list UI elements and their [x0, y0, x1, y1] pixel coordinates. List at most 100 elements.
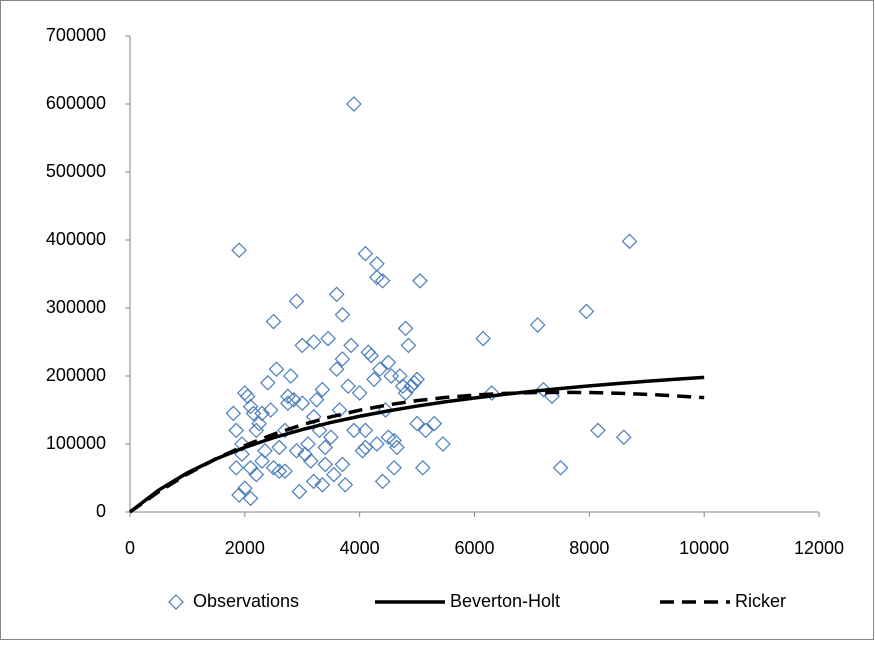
data-point [280, 395, 296, 412]
data-point [248, 466, 265, 483]
data-point [225, 405, 242, 422]
legend-label: Ricker [735, 591, 786, 611]
data-point [297, 446, 313, 463]
data-point [328, 361, 345, 378]
data-point [409, 415, 425, 432]
data-point [435, 436, 451, 452]
y-tick-label: 100000 [46, 433, 106, 453]
data-point [305, 473, 322, 490]
data-point [334, 351, 351, 367]
x-tick-label: 8000 [569, 538, 609, 558]
data-point [234, 436, 250, 452]
data-point [374, 473, 391, 490]
data-point [305, 334, 322, 350]
data-point [257, 442, 273, 459]
data-point [621, 233, 638, 250]
data-point [242, 459, 259, 476]
y-tick-label: 500000 [46, 161, 106, 181]
data-point [380, 429, 397, 446]
data-point [535, 381, 552, 398]
data-point [412, 272, 428, 289]
x-tick-label: 6000 [454, 538, 494, 558]
data-point [285, 391, 302, 408]
data-point [371, 361, 388, 378]
data-point [340, 378, 357, 395]
data-point [320, 330, 336, 347]
data-point [529, 317, 546, 333]
x-tick-label: 10000 [679, 538, 729, 558]
data-point [228, 422, 245, 439]
data-point [346, 96, 362, 112]
data-point [239, 388, 256, 405]
data-point [354, 442, 371, 459]
data-point [328, 286, 345, 303]
x-tick-label: 2000 [225, 538, 265, 558]
y-tick-label: 400000 [46, 229, 106, 249]
data-point [363, 347, 379, 364]
data-point [343, 337, 359, 354]
data-point [265, 313, 282, 330]
data-point [406, 374, 423, 391]
legend-label: Observations [193, 591, 299, 611]
data-point [366, 371, 382, 388]
data-point [314, 476, 331, 493]
data-point [400, 337, 417, 354]
data-point [357, 439, 374, 456]
data-point [483, 385, 500, 401]
data-point [369, 436, 385, 452]
y-tick-label: 700000 [46, 25, 106, 45]
data-point [300, 436, 316, 452]
data-point [325, 466, 342, 483]
data-point [291, 483, 308, 500]
data-point [351, 385, 368, 401]
data-point [337, 476, 354, 493]
data-point [236, 480, 253, 497]
data-point [590, 422, 606, 439]
data-point [386, 459, 402, 476]
data-point [303, 453, 319, 469]
data-point [357, 422, 374, 439]
legend-marker [168, 594, 184, 610]
data-point [254, 453, 270, 469]
y-tick-label: 600000 [46, 93, 106, 113]
data-point [475, 330, 491, 347]
data-point [578, 303, 595, 320]
data-point [305, 408, 322, 425]
data-point [231, 487, 247, 503]
data-point [251, 415, 268, 432]
data-point [271, 439, 288, 456]
data-point [403, 378, 420, 395]
data-point [374, 272, 391, 289]
data-point [228, 459, 245, 476]
data-point [308, 391, 325, 408]
legend-label: Beverton-Holt [450, 591, 560, 611]
data-point [346, 422, 362, 439]
data-point [294, 337, 311, 354]
data-point [389, 439, 405, 456]
line [128, 390, 705, 514]
data-point [317, 439, 334, 456]
data-point [397, 385, 414, 401]
data-point [334, 456, 351, 473]
data-point [323, 429, 339, 446]
data-point [294, 395, 311, 412]
data-point [268, 361, 285, 378]
x-tick-label: 4000 [340, 538, 380, 558]
data-point [259, 374, 276, 391]
data-point [288, 442, 305, 459]
data-point [552, 459, 569, 476]
data-point [282, 368, 299, 384]
data-point [231, 242, 247, 259]
data-point [392, 368, 408, 384]
data-point [314, 381, 331, 398]
data-point [242, 398, 259, 415]
data-point [426, 415, 443, 432]
data-point [417, 422, 434, 439]
data-point [254, 405, 270, 422]
data-point [386, 432, 402, 449]
data-point [414, 459, 431, 476]
y-tick-label: 300000 [46, 297, 106, 317]
x-tick-label: 12000 [794, 538, 844, 558]
data-point [288, 293, 305, 310]
